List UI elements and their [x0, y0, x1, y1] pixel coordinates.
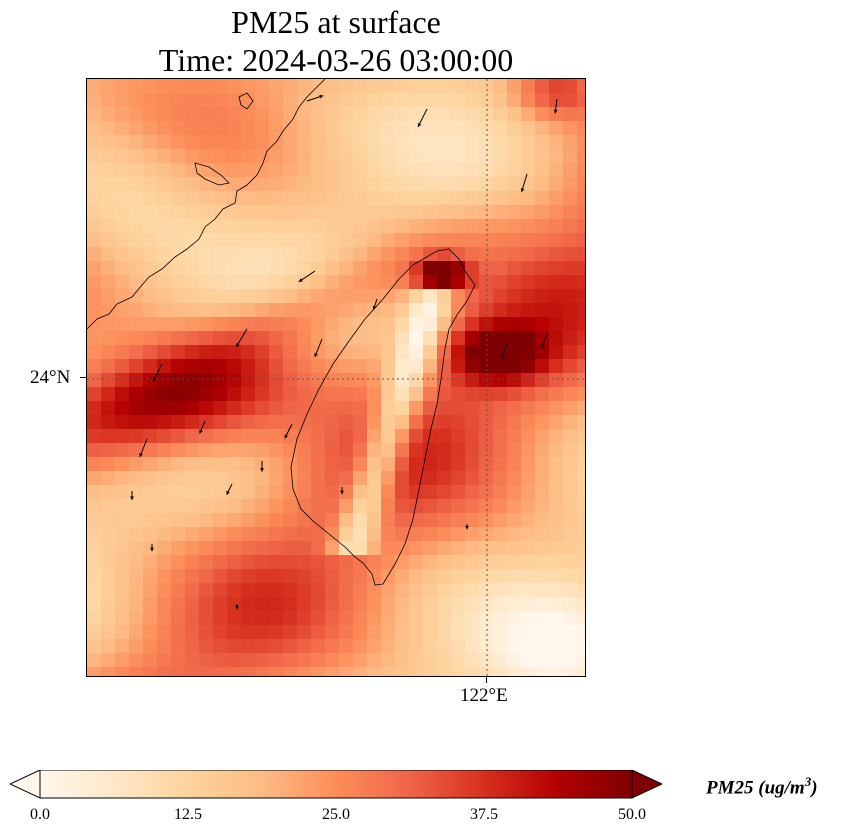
wind-vector — [314, 338, 323, 358]
wind-vector — [150, 544, 154, 552]
colorbar-tick-label: 0.0 — [30, 806, 50, 823]
map-panel — [86, 78, 586, 677]
colorbar-tick-label: 12.5 — [174, 806, 202, 823]
wind-vector — [541, 333, 548, 349]
wind-vector — [553, 98, 558, 114]
china-coastline-inlet — [194, 162, 230, 186]
colorbar-tick-label: 50.0 — [618, 806, 646, 823]
wind-vector — [501, 343, 508, 359]
colorbar — [10, 770, 662, 799]
wind-vector — [306, 94, 324, 102]
wind-vector — [284, 423, 293, 439]
wind-vector — [139, 438, 148, 458]
wind-vector — [235, 328, 248, 348]
wind-vector — [235, 604, 239, 610]
lat-tick-mark — [80, 377, 86, 378]
pm25-field-map — [87, 79, 585, 676]
colorbar-tick-label: 37.5 — [470, 806, 498, 823]
china-coastline-island — [238, 92, 254, 110]
wind-vector — [417, 108, 428, 128]
map-time-subtitle: Time: 2024-03-26 03:00:00 — [158, 42, 514, 78]
wind-vector — [298, 270, 316, 283]
colorbar-min-extend — [10, 770, 41, 799]
wind-vector — [372, 298, 378, 310]
colorbar-label: PM25 (ug/m3) — [706, 774, 818, 799]
latitude-tick-label: 24°N — [30, 367, 71, 388]
wind-vector — [520, 173, 528, 193]
colorbar-gradient — [39, 770, 633, 799]
colorbar-tick-label: 25.0 — [322, 806, 350, 823]
pm25-field-layer — [87, 79, 585, 676]
wind-vector — [130, 491, 134, 500]
colorbar-max-extend — [631, 770, 662, 799]
wind-vector — [260, 461, 264, 472]
wind-vector — [340, 487, 344, 495]
wind-vectors-layer — [130, 94, 558, 610]
taiwan-coastline — [290, 248, 476, 586]
longitude-tick-label: 122°E — [460, 685, 508, 706]
wind-vector — [152, 363, 163, 383]
wind-vector — [226, 483, 233, 496]
map-title: PM25 at surface — [231, 4, 441, 40]
lon-tick-mark — [486, 677, 487, 683]
wind-vector — [199, 420, 206, 434]
wind-vector — [465, 524, 469, 530]
china-coastline — [87, 79, 326, 330]
